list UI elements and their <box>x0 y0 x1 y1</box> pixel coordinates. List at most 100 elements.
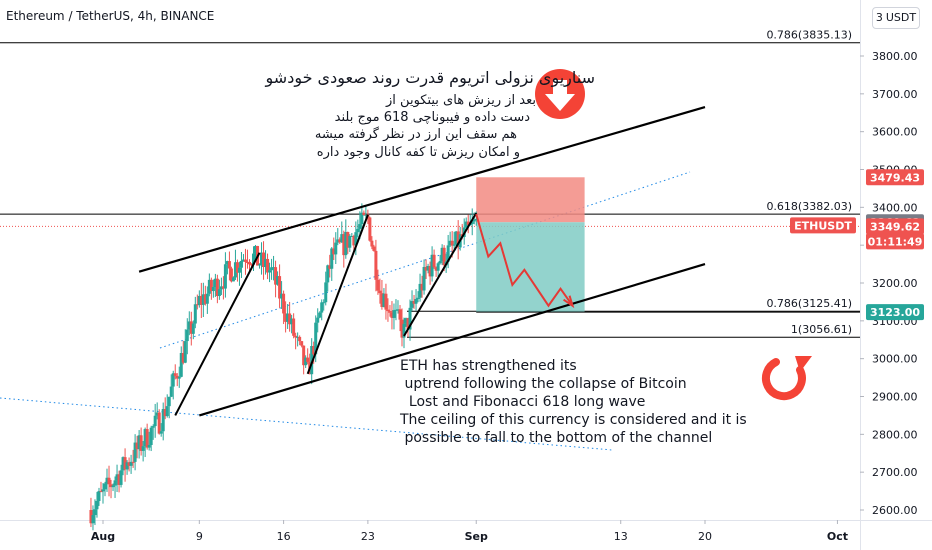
candle-body <box>360 212 364 225</box>
candle-body <box>314 322 318 355</box>
y-tick-label: 3600.00 <box>872 126 918 139</box>
candle-body <box>424 266 428 271</box>
candle-body <box>249 264 253 266</box>
candle-body <box>394 309 398 311</box>
candle-body <box>119 470 123 485</box>
candle-body <box>121 457 125 471</box>
candle-body <box>390 312 394 318</box>
candle-body <box>362 212 366 215</box>
candle-body <box>364 214 368 216</box>
candle-body <box>400 319 404 338</box>
english-note-line-4: The ceiling of this currency is consider… <box>400 412 747 428</box>
candle-body <box>266 258 270 273</box>
currency-label: USDT <box>885 11 917 24</box>
candle-body <box>426 265 430 271</box>
scale-label: 3 <box>875 11 883 24</box>
candle-body <box>286 313 290 322</box>
candle-body <box>227 261 231 269</box>
channel-lower-line <box>199 263 706 417</box>
candle-body <box>472 219 476 222</box>
candle-body <box>203 294 207 304</box>
candle-body <box>237 267 241 273</box>
candle-body <box>260 252 264 265</box>
candle-body <box>348 236 352 248</box>
candle-body <box>139 435 143 451</box>
candle-body <box>388 311 392 313</box>
candle-body <box>235 262 239 273</box>
candle-body <box>197 295 201 306</box>
down-arrow-circle-icon <box>535 69 585 119</box>
currency-selector[interactable]: 3 USDT <box>872 7 920 29</box>
price-tag-price <box>866 218 924 235</box>
candle-body <box>185 329 189 342</box>
candle-body <box>151 426 155 428</box>
candle-body <box>127 462 131 466</box>
candle-body <box>342 234 346 256</box>
candle-body <box>181 352 185 363</box>
candle-body <box>328 265 332 269</box>
price-tag-label-countdown: 01:11:49 <box>868 235 923 248</box>
x-tick-label: Sep <box>465 530 488 543</box>
candle-body <box>350 236 354 238</box>
candle-body <box>231 277 235 282</box>
english-note-line-1: ETH has strengthened its <box>400 358 577 374</box>
candle-body <box>418 283 422 298</box>
candle-body <box>464 221 468 228</box>
candle-body <box>408 307 412 330</box>
candle-body <box>450 240 454 246</box>
candle-body <box>105 477 109 484</box>
candle-body <box>414 299 418 304</box>
persian-note-line-4: هم سقف این ارز در نظر گرفته میشه <box>314 127 517 142</box>
candle-body <box>310 345 314 375</box>
candle-body <box>115 474 119 481</box>
candle-body <box>217 289 221 297</box>
candle-body <box>378 290 382 294</box>
persian-note-line-5: و امکان ریزش تا کفه کانال وجود داره <box>316 145 520 160</box>
candle-body <box>322 302 326 304</box>
candle-body <box>91 515 95 524</box>
price-tag-target <box>866 304 924 321</box>
candle-body <box>199 295 203 305</box>
price-tag-symbol <box>790 217 856 234</box>
y-tick-label: 3000.00 <box>872 353 918 366</box>
candle-body <box>141 446 145 451</box>
candle-body <box>276 276 280 285</box>
candle-body <box>201 294 205 305</box>
y-tick-label: 2800.00 <box>872 428 918 441</box>
candle-body <box>245 261 249 263</box>
candle-body <box>109 484 113 488</box>
candle-body <box>446 245 450 262</box>
candle-body <box>290 318 294 325</box>
candle-body <box>436 263 440 271</box>
candle-body <box>147 444 151 448</box>
candle-body <box>93 509 97 516</box>
candle-body <box>239 260 243 268</box>
candle-body <box>175 375 179 379</box>
candle-body <box>428 265 432 277</box>
bearish-projection-path <box>475 213 574 308</box>
candle-body <box>219 286 223 290</box>
icon-arc <box>761 358 806 401</box>
english-note-line-5: possible to fall to the bottom of the ch… <box>400 430 713 446</box>
candle-body <box>404 318 408 324</box>
x-tick-label: 9 <box>196 530 203 543</box>
candle-body <box>302 345 306 366</box>
candle-body <box>149 427 153 445</box>
candle-body <box>247 261 251 265</box>
candle-body <box>113 480 117 486</box>
candle-body <box>125 462 129 470</box>
candle-body <box>137 435 141 450</box>
candle-body <box>223 264 227 289</box>
candle-body <box>318 312 322 318</box>
candle-body <box>264 258 268 268</box>
candle-body <box>177 376 181 379</box>
dotted-trend-line <box>0 397 613 451</box>
candle-body <box>95 500 99 510</box>
symbol-title[interactable]: Ethereum / TetherUS, 4h, BINANCE <box>6 9 215 23</box>
dotted-trend-line <box>159 171 691 349</box>
candle-body <box>434 267 438 271</box>
candle-body <box>370 240 374 247</box>
persian-note-line-3: دست داده و فیبوناچی 618 موج بلند <box>334 110 530 125</box>
candle-body <box>155 412 159 416</box>
